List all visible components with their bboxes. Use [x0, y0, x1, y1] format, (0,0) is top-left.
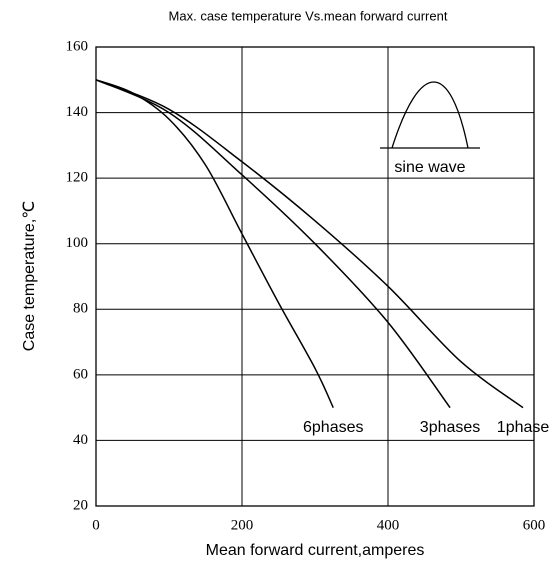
- chart-title: Max. case temperature Vs.mean forward cu…: [169, 8, 448, 23]
- x-tick-label: 600: [523, 517, 546, 533]
- y-tick-label: 120: [66, 170, 89, 186]
- y-tick-label: 140: [66, 104, 89, 120]
- x-tick-label: 400: [377, 517, 400, 533]
- y-tick-label: 40: [73, 432, 88, 448]
- series-line: [95, 79, 451, 409]
- sine-wave-icon: [380, 81, 480, 149]
- series-label: 6phases: [303, 419, 364, 436]
- plot-frame: [95, 46, 535, 507]
- annotation: sine wave: [394, 159, 465, 176]
- x-tick-label: 0: [92, 517, 100, 533]
- y-axis-label: Case temperature,℃: [21, 201, 38, 351]
- series-label: 1phase: [497, 419, 550, 436]
- x-tick-label: 200: [231, 517, 254, 533]
- series-line: [95, 79, 524, 409]
- series-label: 3phases: [420, 419, 481, 436]
- y-tick-label: 160: [66, 38, 89, 54]
- y-tick-label: 20: [73, 497, 88, 513]
- y-tick-label: 80: [73, 301, 88, 317]
- y-tick-label: 100: [66, 235, 89, 251]
- x-axis-label: Mean forward current,amperes: [206, 542, 425, 559]
- y-tick-label: 60: [73, 366, 88, 382]
